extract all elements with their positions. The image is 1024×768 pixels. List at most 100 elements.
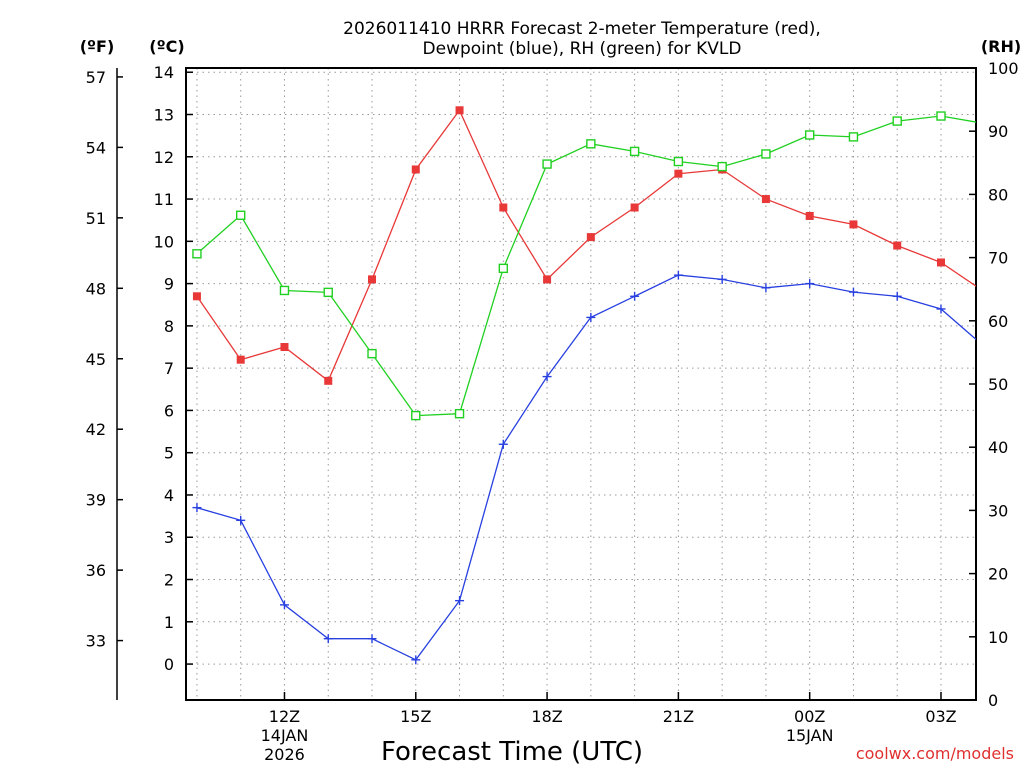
rh-point — [236, 210, 246, 220]
rh-point — [936, 111, 946, 121]
data-series — [192, 106, 989, 665]
rh-point — [411, 410, 421, 421]
x-tick-label: 21Z — [663, 707, 694, 726]
rh-point — [279, 285, 290, 296]
axes — [116, 67, 977, 701]
rh-tick-label: 30 — [988, 501, 1008, 520]
rh-point — [192, 249, 202, 259]
celsius-tick-label: 13 — [154, 106, 174, 125]
rh-series — [192, 111, 976, 421]
rh-tick-label: 80 — [988, 185, 1008, 204]
x-tick-label: 00Z — [794, 707, 825, 726]
x-tick-label: 03Z — [925, 707, 956, 726]
rh-tick-label: 40 — [988, 438, 1008, 457]
x-date-label: 15JAN — [786, 726, 834, 745]
celsius-tick-label: 6 — [164, 401, 174, 420]
credit-label: coolwx.com/models — [856, 744, 1014, 763]
rh-tick-label: 70 — [988, 249, 1008, 268]
celsius-tick-label: 11 — [154, 190, 174, 209]
celsius-tick-label: 9 — [164, 275, 174, 294]
fahrenheit-tick-label: 51 — [86, 209, 106, 228]
dewpoint-point — [192, 503, 202, 513]
celsius-tick-label: 5 — [164, 444, 174, 463]
temperature-point — [893, 241, 902, 250]
temperature-point — [455, 106, 464, 115]
fahrenheit-tick-label: 42 — [86, 420, 106, 439]
grid-lines — [186, 68, 976, 700]
rh-point — [892, 116, 902, 126]
rh-point — [498, 263, 509, 274]
rh-point — [367, 348, 377, 359]
dewpoint-point — [761, 283, 771, 293]
celsius-tick-label: 3 — [164, 528, 174, 547]
celsius-tick-label: 10 — [154, 232, 174, 251]
dewpoint-point — [805, 279, 815, 289]
fahrenheit-tick-label: 36 — [86, 561, 106, 580]
x-date-label: 14JAN — [261, 726, 309, 745]
x-tick-label: 12Z — [269, 707, 300, 726]
dewpoint-point — [455, 596, 465, 606]
temperature-point — [630, 203, 639, 212]
temperature-point — [192, 292, 201, 301]
temperature-point — [236, 355, 245, 364]
dewpoint-point — [236, 515, 246, 525]
dewpoint-point — [279, 600, 289, 610]
dewpoint-point — [936, 304, 946, 314]
rh-tick-label: 60 — [988, 312, 1008, 331]
rh-point — [454, 409, 465, 419]
plot-frame — [185, 67, 977, 701]
rh-point — [761, 149, 771, 159]
dewpoint-point — [411, 655, 421, 665]
celsius-tick-label: 0 — [164, 655, 174, 674]
tick-labels: 0123456789101112131433363942454851545701… — [86, 59, 1019, 764]
temperature-point — [543, 275, 552, 284]
rh-point — [848, 132, 859, 142]
temperature-point — [805, 211, 814, 220]
celsius-tick-label: 2 — [164, 571, 174, 590]
rh-tick-label: 20 — [988, 565, 1008, 584]
fahrenheit-tick-label: 39 — [86, 491, 106, 510]
temperature-point — [411, 165, 420, 174]
dewpoint-point — [498, 439, 508, 449]
fahrenheit-tick-label: 45 — [86, 350, 106, 369]
celsius-tick-label: 7 — [164, 359, 174, 378]
fahrenheit-unit-label: (ºF) — [80, 37, 115, 56]
dewpoint-point — [323, 634, 333, 644]
rh-tick-label: 90 — [988, 122, 1008, 141]
chart-title-line-1: 2026011410 HRRR Forecast 2-meter Tempera… — [343, 19, 821, 39]
rh-point — [542, 159, 552, 169]
dewpoint-point — [892, 291, 902, 301]
temperature-point — [981, 288, 989, 296]
temperature-series — [192, 106, 989, 385]
temperature-point — [324, 376, 333, 385]
dewpoint-point — [673, 270, 683, 280]
fahrenheit-tick-label: 48 — [86, 279, 106, 298]
rh-point — [629, 146, 640, 157]
dewpoint-point — [717, 274, 727, 284]
fahrenheit-tick-label: 54 — [86, 138, 106, 157]
temperature-point — [368, 275, 377, 284]
rh-tick-label: 10 — [988, 628, 1008, 647]
rh-tick-label: 100 — [988, 59, 1019, 78]
dewpoint-point — [980, 343, 989, 352]
rh-point — [673, 156, 684, 167]
dewpoint-point — [848, 287, 858, 297]
temperature-point — [280, 343, 289, 352]
dewpoint-point — [542, 372, 552, 382]
chart-title-line-2: Dewpoint (blue), RH (green) for KVLD — [423, 39, 742, 59]
temperature-point — [761, 195, 770, 204]
x-tick-label: 18Z — [531, 707, 562, 726]
rh-unit-label: (RH) — [981, 37, 1021, 56]
rh-tick-label: 50 — [988, 375, 1008, 394]
rh-point — [804, 130, 815, 140]
rh-tick-label: 0 — [988, 691, 998, 710]
celsius-tick-label: 14 — [154, 63, 174, 82]
rh-point — [323, 287, 333, 298]
x-tick-label: 15Z — [400, 707, 431, 726]
temperature-point — [586, 233, 595, 242]
temperature-point — [499, 203, 508, 212]
x-year-label: 2026 — [264, 745, 305, 764]
temperature-point — [674, 169, 683, 178]
celsius-unit-label: (ºC) — [149, 37, 184, 56]
